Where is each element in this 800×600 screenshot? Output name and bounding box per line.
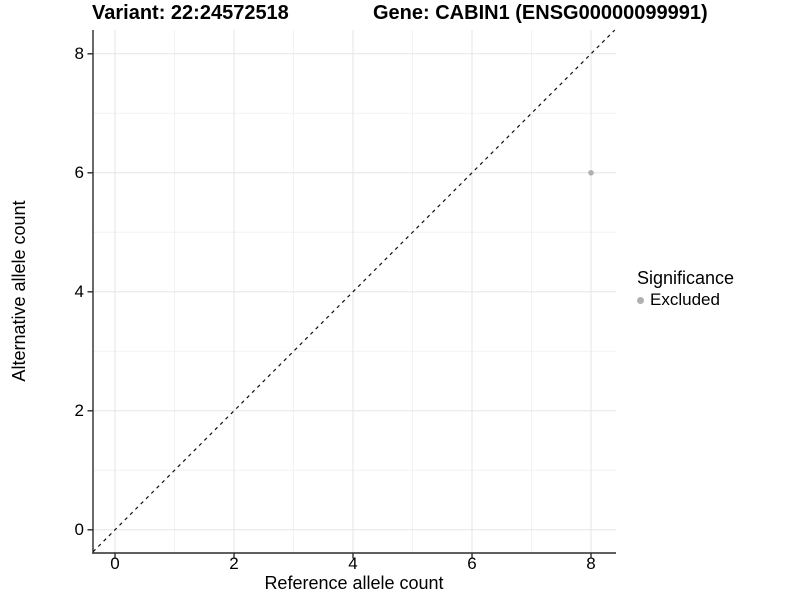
- plot-title-variant: Variant: 22:24572518: [92, 2, 289, 24]
- y-tick-label: 8: [74, 43, 84, 63]
- x-tick-label: 6: [467, 554, 477, 573]
- x-axis-title: Reference allele count: [264, 573, 444, 593]
- y-axis-title: Alternative allele count: [9, 200, 29, 382]
- identity-line: [92, 29, 616, 553]
- x-tick-label: 2: [229, 554, 239, 573]
- y-tick-label: 0: [74, 519, 84, 539]
- data-point: [588, 169, 594, 176]
- axes: [87, 30, 616, 559]
- plot-title-gene: Gene: CABIN1 (ENSG00000099991): [373, 2, 708, 24]
- x-tick-label: 4: [348, 554, 358, 573]
- legend-item-excluded: Excluded: [630, 290, 734, 310]
- excluded-marker-icon: [637, 296, 644, 304]
- data-points: [588, 169, 594, 176]
- legend: Significance Excluded: [630, 267, 734, 310]
- gridlines: [93, 30, 616, 553]
- identity-dashed-line: [92, 29, 616, 553]
- x-tick-label: 0: [110, 554, 120, 573]
- y-tick-label: 6: [74, 162, 84, 182]
- legend-title: Significance: [637, 268, 735, 288]
- y-tick-label: 2: [74, 400, 84, 420]
- legend-item-label: Excluded: [650, 290, 720, 309]
- y-tick-label: 4: [74, 281, 84, 301]
- x-tick-label: 8: [586, 554, 596, 573]
